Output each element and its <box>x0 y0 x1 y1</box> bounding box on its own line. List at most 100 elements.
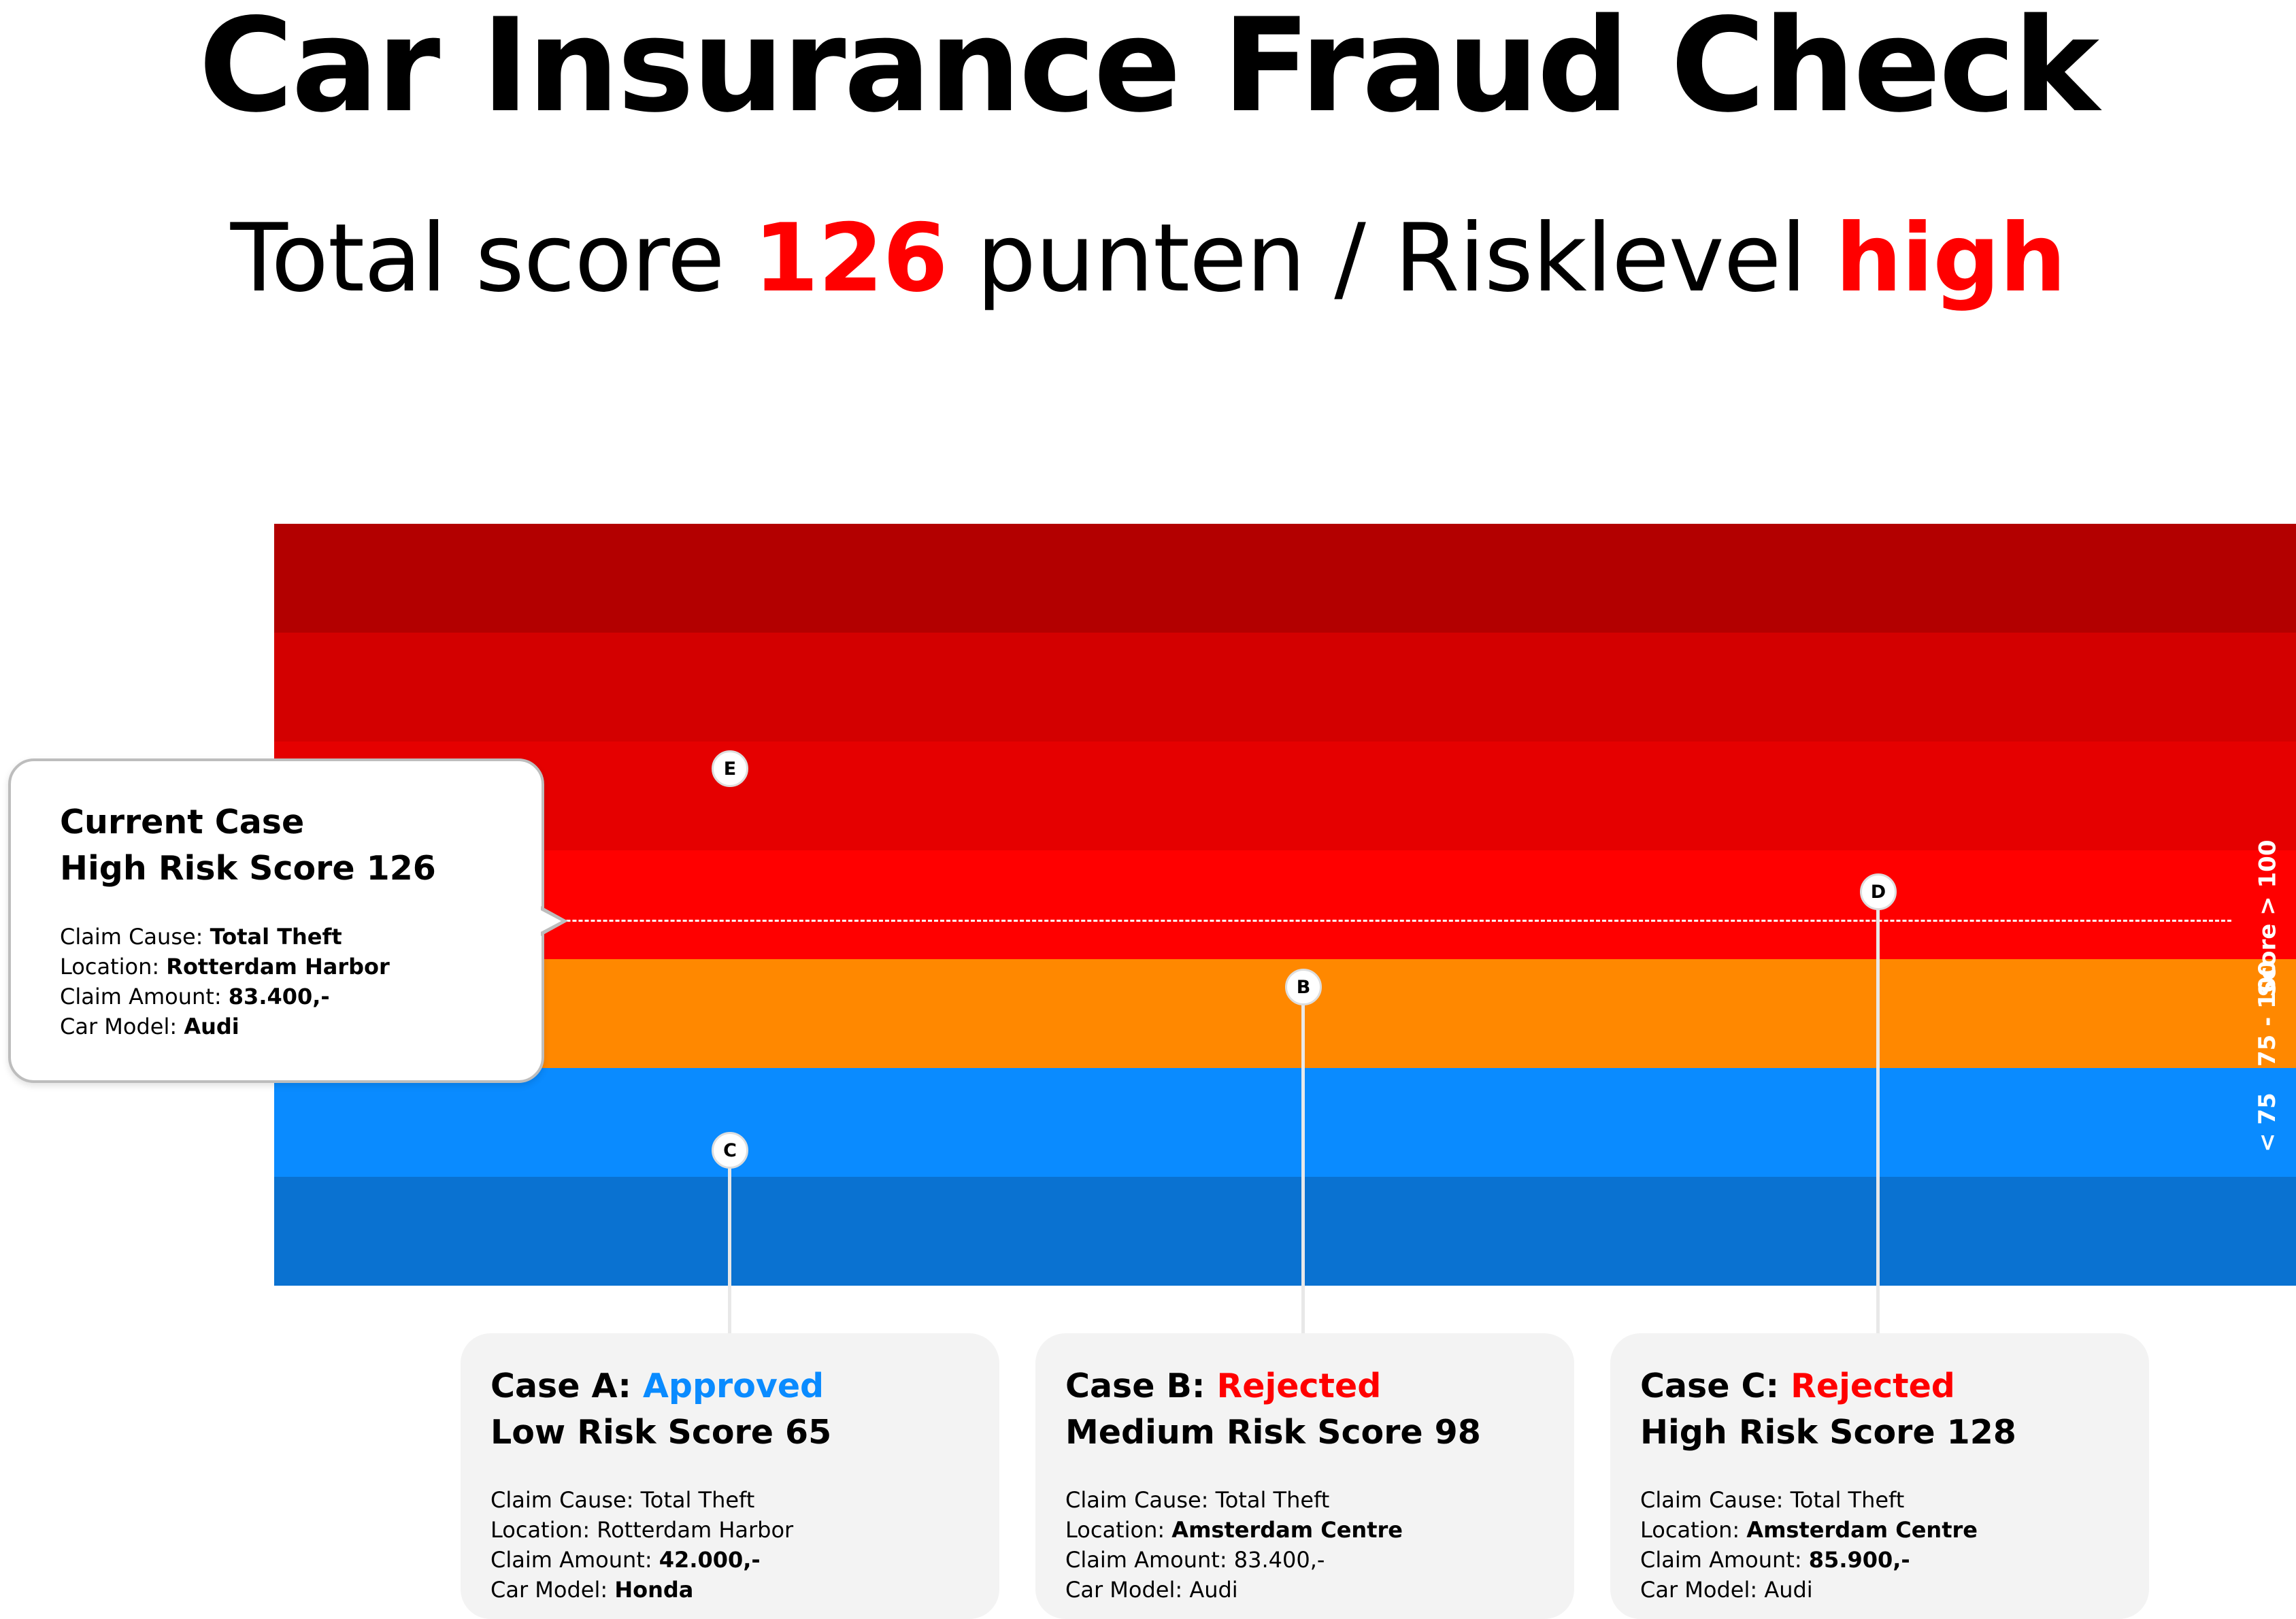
detail-label: Claim Amount: <box>1065 1547 1234 1573</box>
detail-row: Claim Cause: Total Theft <box>1065 1485 1403 1515</box>
case-a-connector <box>728 1150 731 1333</box>
case-c-label: Case C: <box>1640 1367 1791 1405</box>
current-case-heading: Current Case <box>60 803 305 841</box>
case-c-status: Rejected <box>1791 1367 1955 1405</box>
band-label-low-text: < 75 <box>2254 1092 2282 1152</box>
band-label-low: < 75 <box>2247 1068 2288 1177</box>
marker-d[interactable]: D <box>1860 873 1897 910</box>
case-a-risk: Low Risk Score 65 <box>490 1413 832 1452</box>
detail-label: Claim Amount: <box>1640 1547 1809 1573</box>
case-c-risk: High Risk Score 128 <box>1640 1413 2016 1452</box>
detail-value: Amsterdam Centre <box>1171 1517 1403 1543</box>
risk-band-6 <box>274 1068 2296 1177</box>
detail-value: 83.400,- <box>1233 1547 1325 1573</box>
detail-label: Claim Cause: <box>1640 1487 1791 1513</box>
detail-label: Claim Cause: <box>490 1487 641 1513</box>
marker-e[interactable]: E <box>712 750 748 787</box>
detail-value: Rotterdam Harbor <box>166 954 390 980</box>
score-summary: Total score 126 punten / Risklevel high <box>0 204 2296 313</box>
case-b-risk: Medium Risk Score 98 <box>1065 1413 1481 1452</box>
detail-label: Car Model: <box>1640 1577 1765 1603</box>
case-b-connector <box>1301 986 1305 1333</box>
detail-row: Claim Cause: Total Theft <box>1640 1485 1978 1515</box>
score-summary-prefix: Total score <box>230 203 754 313</box>
detail-label: Claim Cause: <box>1065 1487 1216 1513</box>
detail-label: Location: <box>490 1517 597 1543</box>
detail-value: 85.900,- <box>1808 1547 1910 1573</box>
total-score-value: 126 <box>753 203 948 313</box>
detail-row: Car Model: Audi <box>1640 1575 1978 1605</box>
case-a-status: Approved <box>642 1367 825 1405</box>
risk-band-5 <box>274 959 2296 1068</box>
detail-label: Claim Amount: <box>60 984 229 1009</box>
marker-c[interactable]: C <box>712 1132 748 1169</box>
case-b-label: Case B: <box>1065 1367 1217 1405</box>
current-case-callout: Current Case High Risk Score 126 Claim C… <box>8 758 544 1083</box>
detail-value: Rotterdam Harbor <box>597 1517 794 1543</box>
marker-d-label: D <box>1870 881 1886 903</box>
callout-pointer-fill <box>538 909 561 933</box>
risk-band-3 <box>274 741 2296 850</box>
detail-row: Claim Amount: 42.000,- <box>490 1545 793 1575</box>
risk-band-1 <box>274 524 2296 633</box>
detail-label: Claim Amount: <box>490 1547 659 1573</box>
case-b-details: Claim Cause: Total Theft Location: Amste… <box>1065 1485 1403 1605</box>
detail-label: Car Model: <box>1065 1577 1190 1603</box>
detail-label: Location: <box>60 954 167 980</box>
detail-row: Car Model: Audi <box>1065 1575 1403 1605</box>
case-a-card[interactable]: Case A: Approved Low Risk Score 65 Claim… <box>461 1333 999 1619</box>
case-c-details: Claim Cause: Total Theft Location: Amste… <box>1640 1485 1978 1605</box>
detail-value: 42.000,- <box>659 1547 761 1573</box>
detail-value: Audi <box>1764 1577 1813 1603</box>
marker-c-label: C <box>723 1139 737 1161</box>
detail-label: Car Model: <box>60 1014 184 1039</box>
detail-row: Location: Rotterdam Harbor <box>60 952 390 982</box>
detail-row: Claim Cause: Total Theft <box>490 1485 793 1515</box>
case-c-title: Case C: Rejected <box>1640 1363 2016 1409</box>
detail-value: Total Theft <box>640 1487 755 1513</box>
detail-label: Car Model: <box>490 1577 615 1603</box>
detail-value: Honda <box>614 1577 694 1603</box>
detail-value: Total Theft <box>210 924 342 950</box>
marker-b-label: B <box>1296 976 1311 998</box>
case-a-title: Case A: Approved <box>490 1363 831 1409</box>
detail-row: Claim Cause: Total Theft <box>60 922 390 952</box>
case-a-details: Claim Cause: Total Theft Location: Rotte… <box>490 1485 793 1605</box>
risk-band-4 <box>274 850 2296 959</box>
detail-row: Location: Amsterdam Centre <box>1065 1515 1403 1545</box>
risk-band-7 <box>274 1177 2296 1286</box>
detail-value: Total Theft <box>1215 1487 1330 1513</box>
detail-value: Amsterdam Centre <box>1746 1517 1978 1543</box>
current-case-heading-block: Current Case High Risk Score 126 <box>60 799 436 892</box>
detail-value: Audi <box>1189 1577 1238 1603</box>
detail-label: Claim Cause: <box>60 924 210 950</box>
current-score-line <box>272 920 2231 922</box>
detail-row: Location: Rotterdam Harbor <box>490 1515 793 1545</box>
score-summary-middle: punten / Risklevel <box>947 203 1835 313</box>
case-a-heading-block: Case A: Approved Low Risk Score 65 <box>490 1363 831 1456</box>
risk-band-2 <box>274 633 2296 741</box>
band-label-medium: 75 - 100 <box>2247 959 2288 1068</box>
detail-value: Audi <box>184 1014 239 1039</box>
risk-band-chart: Score > 100 75 - 100 < 75 <box>274 524 2296 1286</box>
detail-row: Location: Amsterdam Centre <box>1640 1515 1978 1545</box>
page-title: Car Insurance Fraud Check <box>198 0 2099 141</box>
detail-row: Car Model: Honda <box>490 1575 793 1605</box>
case-b-card[interactable]: Case B: Rejected Medium Risk Score 98 Cl… <box>1035 1333 1574 1619</box>
detail-row: Car Model: Audi <box>60 1012 390 1041</box>
risk-level-value: high <box>1835 203 2067 313</box>
case-c-card[interactable]: Case C: Rejected High Risk Score 128 Cla… <box>1610 1333 2149 1619</box>
marker-b[interactable]: B <box>1285 969 1322 1005</box>
band-label-medium-text: 75 - 100 <box>2254 960 2282 1067</box>
current-case-details: Claim Cause: Total Theft Location: Rotte… <box>60 922 390 1041</box>
case-c-heading-block: Case C: Rejected High Risk Score 128 <box>1640 1363 2016 1456</box>
detail-row: Claim Amount: 85.900,- <box>1640 1545 1978 1575</box>
detail-value: 83.400,- <box>228 984 330 1009</box>
case-a-label: Case A: <box>490 1367 643 1405</box>
detail-label: Location: <box>1065 1517 1172 1543</box>
detail-label: Location: <box>1640 1517 1747 1543</box>
detail-value: Total Theft <box>1790 1487 1905 1513</box>
detail-row: Claim Amount: 83.400,- <box>60 982 390 1012</box>
current-case-risk: High Risk Score 126 <box>60 849 436 888</box>
case-b-title: Case B: Rejected <box>1065 1363 1481 1409</box>
